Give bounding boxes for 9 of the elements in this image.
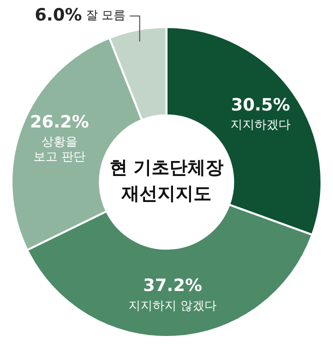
data-label: 6.0%: [34, 5, 82, 26]
data-label: 37.2%: [143, 276, 202, 296]
text: 현 기초단체장 재선지지도: [109, 158, 224, 205]
slice-label: 상황을 보고 판단: [34, 134, 86, 164]
slice-label: 지지하지 않겠다: [128, 298, 217, 312]
data-label: 26.2%: [30, 112, 89, 132]
slice-label: 잘 모름: [86, 8, 126, 22]
data-label: 30.5%: [231, 95, 290, 116]
slice-label: 지지하겠다: [230, 118, 291, 132]
